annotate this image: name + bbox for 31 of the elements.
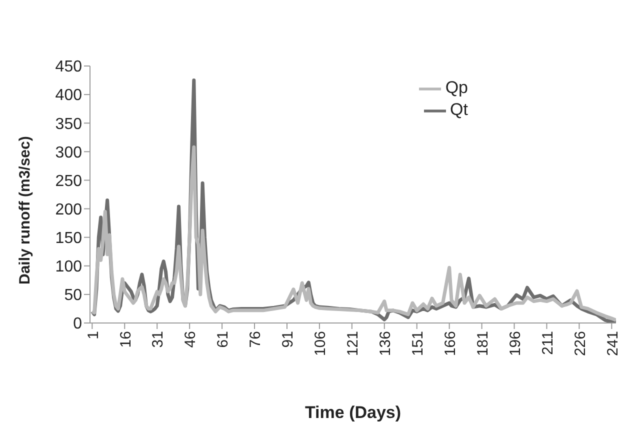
x-tick-label: 241	[604, 331, 622, 356]
x-tick-label: 16	[117, 331, 134, 348]
x-tick-label: 76	[247, 331, 264, 348]
x-tick-label: 61	[214, 331, 232, 348]
y-tick-label: 150	[55, 230, 82, 248]
x-tick-label: 106	[312, 331, 330, 356]
y-tick-label: 400	[55, 87, 82, 104]
y-tick-label: 100	[55, 258, 82, 276]
x-tick-label: 121	[344, 331, 362, 356]
x-tick-label: 226	[572, 331, 589, 356]
x-tick-label: 166	[442, 331, 459, 356]
x-axis-title: Time (Days)	[304, 403, 402, 422]
x-tick-label: 91	[280, 331, 297, 348]
x-tick-label: 151	[410, 331, 427, 356]
x-tick-label: 136	[377, 331, 394, 356]
y-tick-label: 250	[55, 172, 82, 190]
y-tick-label: 450	[55, 58, 82, 76]
y-tick-label: 300	[55, 144, 82, 162]
legend-label: Qp	[445, 78, 468, 98]
y-axis-title: Daily runoff (m3/sec)	[16, 136, 34, 284]
y-tick-label: 50	[64, 287, 82, 304]
legend-label: Qt	[450, 100, 468, 120]
x-tick-label: 211	[539, 331, 556, 355]
y-tick-label: 200	[55, 201, 82, 218]
x-tick-label: 181	[474, 331, 492, 356]
y-tick-label: 0	[73, 316, 82, 333]
y-tick-label: 350	[55, 116, 82, 133]
x-tick-label: 46	[182, 331, 200, 348]
x-tick-label: 1	[84, 331, 102, 340]
x-tick-label: 196	[506, 331, 524, 356]
x-tick-label: 31	[150, 331, 167, 348]
